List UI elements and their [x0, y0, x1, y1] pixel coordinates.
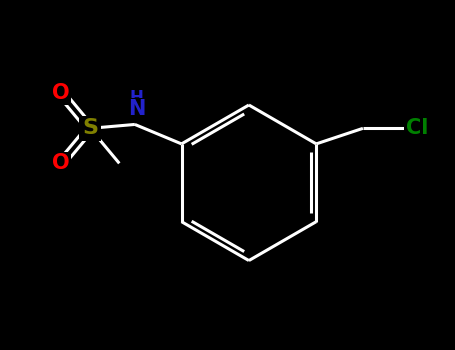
Text: Cl: Cl [406, 118, 428, 138]
Text: O: O [52, 153, 70, 173]
Text: N: N [128, 99, 146, 119]
Text: H: H [130, 89, 144, 107]
Text: O: O [52, 83, 70, 103]
Text: S: S [82, 118, 98, 138]
